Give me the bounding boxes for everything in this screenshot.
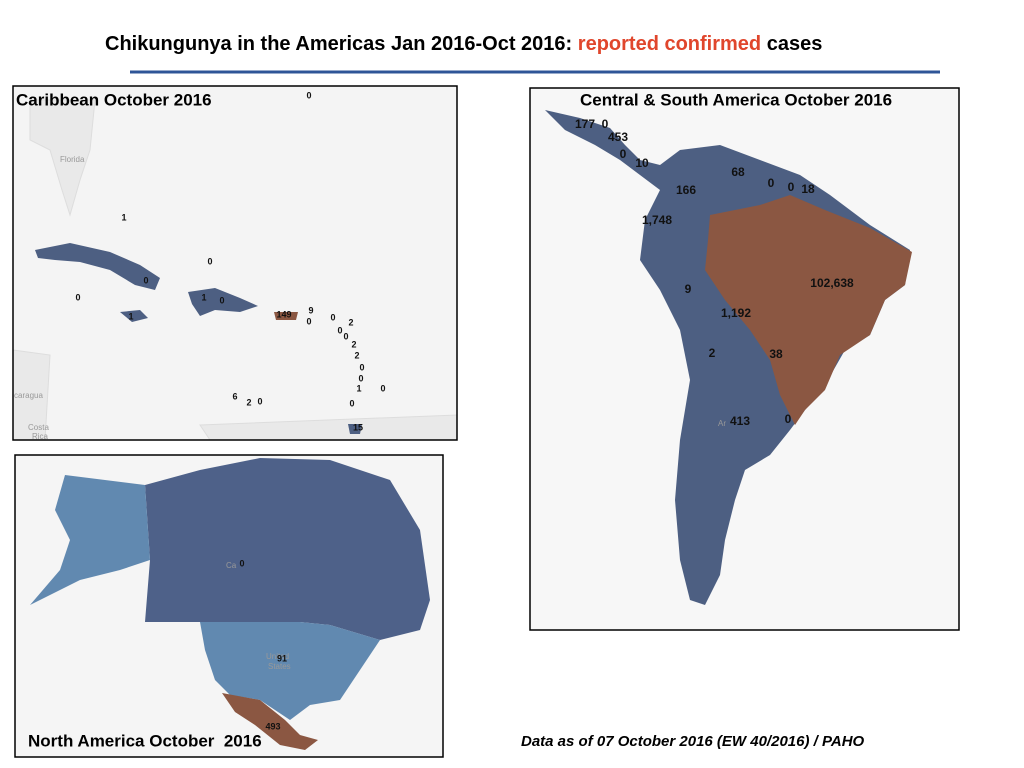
- land: [145, 458, 430, 640]
- case-count-label: 6: [232, 391, 237, 401]
- case-count-label: 0: [306, 90, 311, 100]
- case-count-label: 177: [575, 117, 595, 131]
- case-count-label: 1: [128, 311, 133, 321]
- case-count-label: 2: [246, 397, 251, 407]
- case-count-label: 0: [239, 558, 244, 568]
- title-highlight: reported confirmed: [578, 33, 761, 55]
- case-count-label: 0: [359, 362, 364, 372]
- case-count-label: 0: [788, 180, 795, 194]
- case-count-label: 1,192: [721, 306, 751, 320]
- place-label: States: [268, 662, 291, 671]
- case-count-label: 0: [785, 412, 792, 426]
- case-count-label: 10: [635, 156, 649, 170]
- place-label: Ca: [226, 561, 237, 570]
- place-label: caragua: [14, 391, 43, 400]
- caribbean-map: Florida caragua Costa Rica Caribbean Oct…: [12, 85, 458, 441]
- case-count-label: 0: [380, 383, 385, 393]
- north-america-map: Ca United States North America October 2…: [14, 454, 444, 758]
- title-start: Chikungunya in the Americas Jan 2016-Oct…: [105, 33, 572, 55]
- land: [30, 475, 150, 605]
- case-count-label: 0: [306, 316, 311, 326]
- slide-title: Chikungunya in the Americas Jan 2016-Oct…: [105, 33, 822, 55]
- case-count-label: 38: [769, 347, 783, 361]
- map-frame: [529, 87, 960, 631]
- case-count-label: 15: [353, 422, 363, 432]
- case-count-label: 0: [219, 295, 224, 305]
- case-count-label: 0: [207, 256, 212, 266]
- south-america-map: Ar Central & South America October 2016: [529, 87, 960, 631]
- case-count-label: 0: [620, 147, 627, 161]
- case-count-label: 0: [768, 176, 775, 190]
- case-count-label: 9: [685, 282, 692, 296]
- case-count-label: 1: [356, 383, 361, 393]
- case-count-label: 166: [676, 183, 696, 197]
- island: [188, 288, 258, 316]
- case-count-label: 2: [348, 317, 353, 327]
- land: [29, 99, 96, 217]
- place-label: Rica: [32, 432, 49, 441]
- case-count-label: 1: [121, 212, 126, 222]
- map-frame: [14, 454, 444, 758]
- case-count-label: 493: [265, 721, 280, 731]
- case-count-label: 2: [354, 350, 359, 360]
- map-title: Caribbean October 2016: [16, 90, 212, 109]
- place-label: United: [266, 652, 289, 661]
- case-count-label: 91: [277, 653, 287, 663]
- land: [222, 693, 318, 750]
- land: [705, 195, 912, 425]
- case-count-label: 1,748: [642, 213, 672, 227]
- place-label: Ar: [718, 419, 726, 428]
- case-count-label: 149: [276, 309, 291, 319]
- case-count-label: 1: [201, 292, 206, 302]
- case-count-label: 18: [801, 182, 815, 196]
- case-count-label: 0: [143, 275, 148, 285]
- place-label: Florida: [60, 155, 85, 164]
- case-count-label: 453: [608, 130, 628, 144]
- island: [120, 310, 148, 322]
- case-count-label: 0: [257, 396, 262, 406]
- island: [35, 243, 160, 290]
- place-label: Costa: [28, 423, 49, 432]
- map-frame: [12, 85, 458, 441]
- island: [274, 312, 298, 320]
- case-count-label: 0: [75, 292, 80, 302]
- case-count-label: 0: [358, 373, 363, 383]
- case-count-label: 2: [351, 339, 356, 349]
- map-title: Central & South America October 2016: [580, 90, 892, 109]
- case-count-label: 0: [602, 117, 609, 131]
- case-count-label: 102,638: [810, 276, 854, 290]
- case-count-label: 0: [337, 325, 342, 335]
- case-count-label: 0: [343, 331, 348, 341]
- case-count-label: 68: [731, 165, 745, 179]
- case-count-label: 0: [349, 398, 354, 408]
- footer-note: Data as of 07 October 2016 (EW 40/2016) …: [521, 733, 865, 750]
- case-count-label: 413: [730, 414, 750, 428]
- case-count-label: 9: [308, 305, 313, 315]
- island: [348, 424, 362, 434]
- title-end: cases: [767, 33, 823, 55]
- case-count-label: 2: [709, 346, 716, 360]
- map-title: North America October 2016: [28, 731, 262, 750]
- case-count-label: 0: [330, 312, 335, 322]
- land: [200, 622, 380, 720]
